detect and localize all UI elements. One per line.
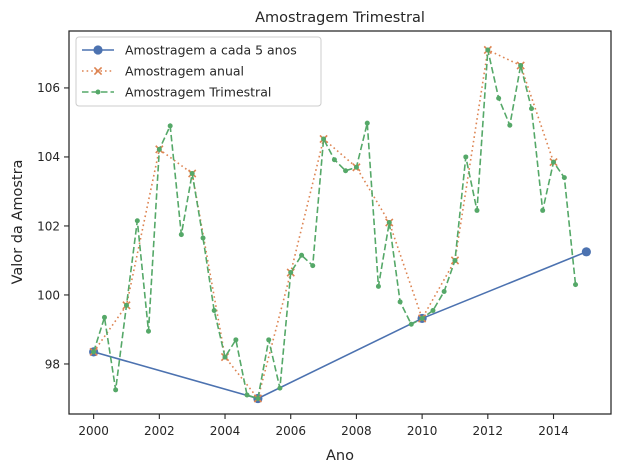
data-point (331, 157, 337, 163)
legend-marker (93, 45, 103, 55)
data-point (397, 299, 403, 305)
legend-entry: Amostragem Trimestral (82, 85, 271, 100)
x-tick-label: 2004 (210, 424, 241, 438)
data-point (288, 270, 294, 276)
data-point (441, 289, 447, 295)
data-point (529, 106, 535, 112)
legend-label: Amostragem Trimestral (125, 85, 271, 100)
x-tick-label: 2006 (275, 424, 306, 438)
data-point (91, 349, 97, 355)
data-point (375, 283, 381, 289)
legend-label: Amostragem anual (125, 64, 244, 79)
x-tick-label: 2008 (341, 424, 372, 438)
data-point (299, 252, 305, 258)
x-tick-label: 2000 (78, 424, 109, 438)
data-point (101, 314, 107, 320)
legend-box (75, 36, 322, 107)
data-point (573, 282, 579, 288)
y-tick-label: 104 (37, 150, 60, 164)
data-point (178, 232, 184, 238)
data-point (343, 168, 349, 174)
data-point (189, 171, 195, 177)
axis-layer: 2000 2002 2004 2006 2008 2010 2012 2014 98 100 102… (37, 81, 569, 438)
x-tick-label: 2014 (538, 424, 569, 438)
data-point (581, 247, 591, 257)
y-axis-label: Valor da Amostra (10, 160, 26, 285)
series-layer (89, 45, 591, 404)
data-point (156, 146, 162, 152)
y-tick-label: 98 (45, 357, 60, 371)
data-point (496, 95, 502, 101)
data-point (255, 395, 261, 401)
x-tick-label: 2010 (407, 424, 438, 438)
data-point (244, 392, 250, 398)
data-point (167, 123, 173, 129)
x-axis-label: Ano (326, 448, 354, 464)
data-point (233, 337, 239, 343)
x-tick-label: 2002 (144, 424, 175, 438)
data-point (463, 154, 469, 160)
data-point (452, 257, 458, 263)
legend-marker (95, 89, 101, 95)
data-point (211, 307, 217, 313)
data-point (222, 354, 228, 360)
data-point (145, 328, 151, 334)
data-point (353, 164, 359, 170)
data-point (113, 387, 119, 393)
data-point (277, 385, 283, 391)
data-point (364, 120, 370, 126)
data-point (419, 315, 425, 321)
data-point (266, 337, 272, 343)
y-tick-label: 100 (37, 288, 60, 302)
data-point (485, 47, 491, 53)
series-line (93, 251, 587, 400)
data-point (200, 235, 206, 241)
data-point (540, 207, 546, 213)
series-group (91, 47, 579, 401)
data-point (430, 307, 436, 313)
data-point (507, 122, 513, 128)
data-point (408, 321, 414, 327)
legend-entry: Amostragem a cada 5 anos (82, 43, 297, 58)
y-tick-label: 106 (37, 81, 60, 95)
data-point (310, 263, 316, 269)
legend-entry: Amostragem anual (82, 64, 244, 79)
plot-border (68, 30, 612, 415)
y-tick-label: 102 (37, 219, 60, 233)
data-point (134, 218, 140, 224)
legend-marker (93, 66, 103, 76)
legend-label: Amostragem a cada 5 anos (125, 43, 297, 58)
data-point (518, 63, 524, 69)
data-point (474, 207, 480, 213)
data-point (386, 220, 392, 225)
data-point (321, 136, 327, 142)
data-point (561, 175, 567, 181)
chart-title: Amostragem Trimestral (255, 10, 425, 26)
legend: Amostragem a cada 5 anos Amostragem anual… (75, 36, 322, 107)
data-point (551, 159, 557, 165)
data-point (123, 302, 129, 308)
x-tick-label: 2012 (473, 424, 504, 438)
